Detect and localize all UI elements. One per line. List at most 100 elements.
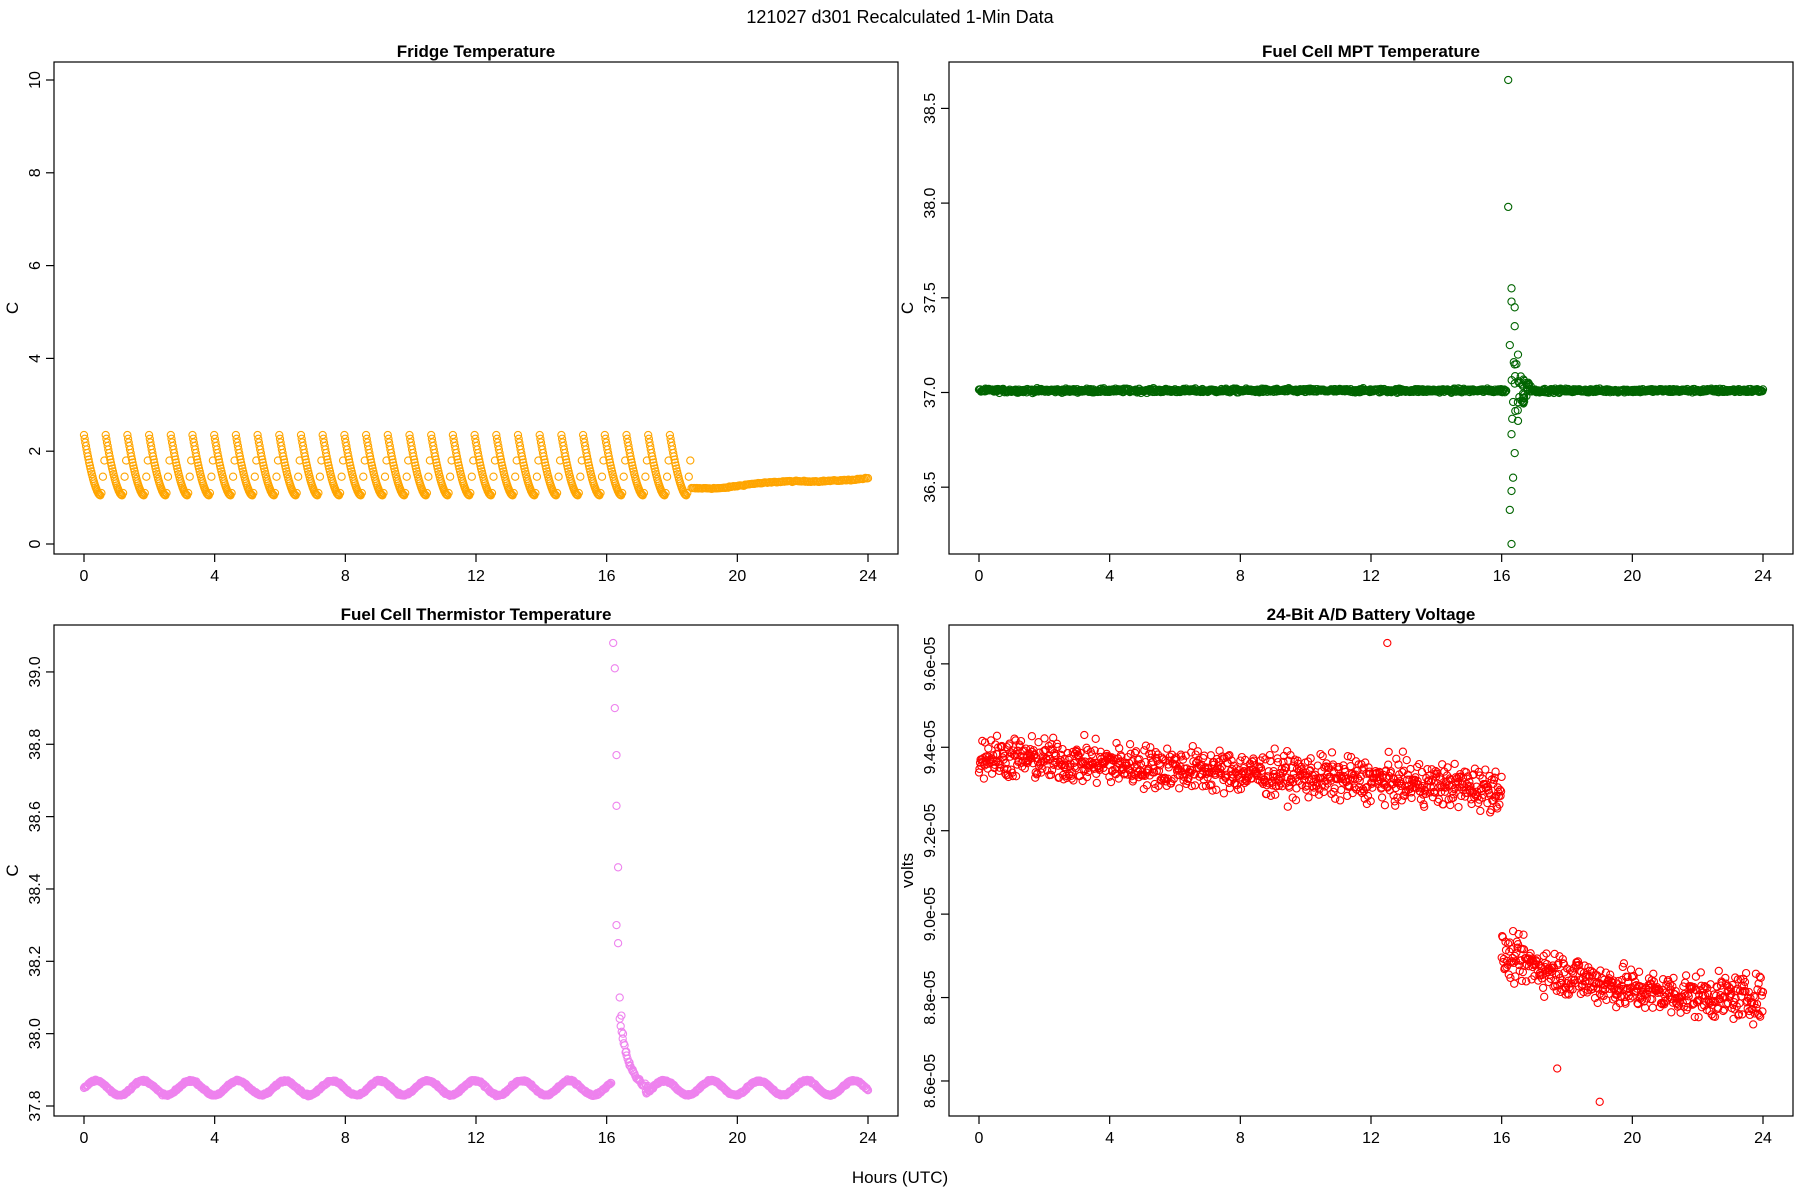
data-point — [1141, 741, 1151, 750]
data-point — [1510, 303, 1519, 312]
data-point — [532, 472, 542, 481]
y-tick-label: 38.6 — [27, 801, 44, 832]
data-point — [129, 461, 138, 470]
data-point — [430, 452, 440, 461]
data-point — [118, 488, 128, 498]
data-point — [106, 458, 116, 467]
data-point — [476, 461, 485, 470]
data-point — [314, 488, 323, 498]
data-point — [106, 455, 115, 464]
data-point — [1175, 784, 1184, 793]
data-point — [626, 452, 635, 461]
data-point — [115, 489, 125, 498]
data-point — [463, 489, 472, 498]
data-point — [1519, 930, 1528, 939]
y-axis-label: C — [3, 864, 22, 876]
data-point — [257, 452, 266, 461]
x-tick-label: 24 — [859, 568, 877, 585]
data-point — [388, 458, 398, 467]
data-point — [236, 458, 246, 467]
data-point — [94, 489, 103, 498]
data-point — [539, 452, 548, 461]
data-point — [292, 488, 301, 498]
data-point — [137, 489, 146, 498]
data-point — [431, 455, 440, 464]
data-points — [974, 75, 1768, 549]
data-point — [354, 489, 363, 498]
data-point — [324, 461, 333, 470]
data-point — [627, 458, 636, 467]
data-point — [281, 461, 290, 470]
data-point — [1540, 992, 1549, 1001]
data-point — [301, 455, 310, 464]
data-point — [487, 488, 497, 498]
data-point — [85, 458, 94, 467]
data-point — [670, 458, 680, 467]
data-point — [127, 452, 136, 461]
data-point — [379, 488, 388, 498]
data-point — [647, 452, 657, 461]
data-point — [1384, 747, 1393, 757]
data-point — [235, 452, 244, 461]
data-point — [409, 455, 419, 464]
data-point — [279, 455, 289, 464]
data-point — [366, 455, 375, 464]
data-point — [540, 455, 549, 464]
data-point — [1450, 759, 1459, 769]
data-point — [172, 461, 181, 470]
data-point — [213, 452, 223, 461]
data-point — [419, 489, 428, 498]
data-point — [683, 488, 692, 498]
y-tick-label: 4 — [27, 354, 44, 363]
data-point — [979, 774, 989, 783]
x-tick-label: 12 — [1362, 1130, 1380, 1147]
data-point — [584, 458, 593, 467]
y-tick-label: 9.0e-05 — [922, 887, 939, 941]
x-tick-label: 12 — [467, 568, 485, 585]
data-point — [1510, 448, 1519, 458]
data-point — [432, 458, 441, 467]
data-point — [259, 461, 268, 470]
x-tick-label: 0 — [80, 1130, 89, 1147]
y-tick-label: 38.0 — [922, 187, 939, 218]
data-point — [1507, 430, 1516, 439]
data-point — [205, 488, 215, 498]
data-point — [346, 461, 355, 470]
data-point — [561, 452, 570, 461]
data-point — [576, 472, 585, 481]
data-point — [302, 458, 311, 467]
panel-title: 24-Bit A/D Battery Voltage — [1267, 605, 1476, 624]
data-point — [150, 461, 160, 470]
data-point — [1691, 972, 1701, 981]
data-point — [163, 472, 173, 481]
data-point — [149, 455, 158, 464]
data-point — [1082, 772, 1092, 782]
data-point — [1553, 1064, 1562, 1073]
x-tick-label: 4 — [210, 1130, 219, 1147]
plot-frame — [53, 624, 899, 1117]
data-point — [323, 458, 333, 467]
y-tick-label: 38.5 — [922, 93, 939, 124]
data-point — [105, 452, 114, 461]
x-tick-label: 0 — [80, 568, 89, 585]
x-tick-label: 16 — [1493, 568, 1511, 585]
data-point — [140, 488, 149, 498]
data-point — [618, 488, 627, 498]
plot-frame — [948, 624, 1794, 1117]
data-point — [863, 474, 873, 483]
data-point — [1497, 772, 1506, 782]
data-point — [686, 456, 695, 465]
data-point — [1510, 322, 1519, 331]
data-point — [1510, 979, 1519, 988]
data-point — [1507, 284, 1516, 293]
data-point — [497, 458, 506, 467]
data-point — [258, 458, 267, 467]
data-point — [467, 472, 476, 481]
data-point — [496, 452, 505, 461]
data-point — [237, 461, 246, 470]
x-tick-label: 8 — [1236, 1130, 1245, 1147]
data-point — [120, 472, 129, 481]
data-point — [180, 489, 190, 498]
data-point — [171, 455, 180, 464]
figure-title: 121027 d301 Recalculated 1-Min Data — [746, 7, 1054, 27]
